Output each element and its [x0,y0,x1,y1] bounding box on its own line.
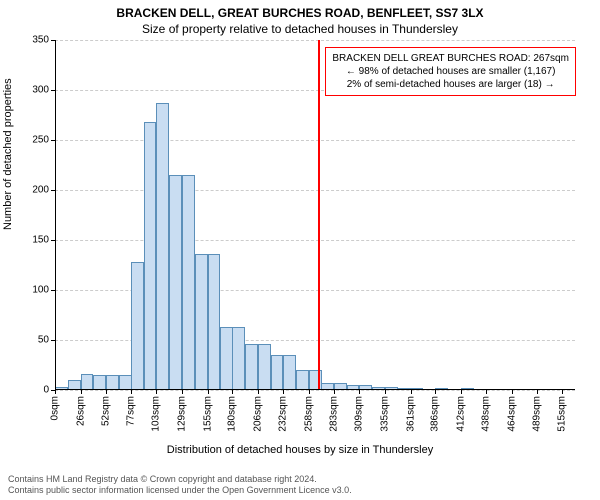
xtick-label: 232sqm [278,396,289,432]
xtick-label: 386sqm [430,396,441,432]
xtick-label: 103sqm [151,396,162,432]
grid-line [55,390,575,391]
x-axis-label: Distribution of detached houses by size … [0,444,600,456]
histogram-bar [93,375,106,390]
footer-line-1: Contains HM Land Registry data © Crown c… [8,474,592,485]
histogram-bar [106,375,119,390]
histogram-bar [296,370,309,390]
xtick-label: 180sqm [227,396,238,432]
annotation-line: ← 98% of detached houses are smaller (1,… [332,65,569,78]
histogram-bar [195,254,208,390]
xtick-label: 361sqm [405,396,416,432]
histogram-bar [81,374,94,390]
xtick-mark [106,390,107,394]
annotation-line: 2% of semi-detached houses are larger (1… [332,78,569,91]
histogram-bar [208,254,221,390]
xtick-mark [232,390,233,394]
annotation-line: BRACKEN DELL GREAT BURCHES ROAD: 267sqm [332,52,569,65]
xtick-label: 489sqm [531,396,542,432]
histogram-bar [144,122,157,390]
xtick-mark [283,390,284,394]
chart-subtitle: Size of property relative to detached ho… [0,22,600,36]
xtick-label: 283sqm [328,396,339,432]
xtick-mark [55,390,56,394]
xtick-mark [461,390,462,394]
ytick-label: 100 [32,285,49,296]
plot-area: 0501001502002503003500sqm26sqm52sqm77sqm… [55,40,575,390]
ytick-label: 50 [38,335,49,346]
xtick-mark [208,390,209,394]
xtick-mark [435,390,436,394]
xtick-mark [359,390,360,394]
ytick-label: 0 [43,385,49,396]
histogram-bar [283,355,296,390]
xtick-mark [182,390,183,394]
ytick-label: 250 [32,135,49,146]
xtick-mark [562,390,563,394]
xtick-label: 77sqm [125,396,136,426]
grid-line [55,190,575,191]
ytick-label: 150 [32,235,49,246]
reference-line [318,40,320,390]
y-axis-line [55,40,56,390]
histogram-bar [169,175,182,390]
xtick-mark [131,390,132,394]
xtick-label: 206sqm [252,396,263,432]
xtick-mark [156,390,157,394]
xtick-label: 335sqm [379,396,390,432]
xtick-label: 309sqm [354,396,365,432]
x-axis-line [55,389,575,390]
histogram-bar [232,327,245,390]
histogram-bar [258,344,271,390]
histogram-bar [271,355,284,390]
xtick-label: 258sqm [304,396,315,432]
histogram-bar [131,262,144,390]
xtick-mark [411,390,412,394]
xtick-mark [334,390,335,394]
xtick-label: 26sqm [75,396,86,426]
chart-title: BRACKEN DELL, GREAT BURCHES ROAD, BENFLE… [0,6,600,20]
footer-attribution: Contains HM Land Registry data © Crown c… [8,474,592,497]
xtick-label: 155sqm [202,396,213,432]
footer-line-2: Contains public sector information licen… [8,485,592,496]
xtick-label: 515sqm [557,396,568,432]
grid-line [55,240,575,241]
xtick-mark [537,390,538,394]
xtick-mark [512,390,513,394]
xtick-mark [385,390,386,394]
y-axis-label: Number of detached properties [2,78,14,230]
xtick-label: 129sqm [177,396,188,432]
histogram-bar [245,344,258,390]
histogram-bar [156,103,169,390]
xtick-label: 52sqm [101,396,112,426]
chart-container: { "title": "BRACKEN DELL, GREAT BURCHES … [0,0,600,500]
ytick-label: 300 [32,85,49,96]
ytick-label: 350 [32,35,49,46]
xtick-label: 0sqm [50,396,61,420]
xtick-mark [258,390,259,394]
xtick-label: 464sqm [506,396,517,432]
xtick-label: 412sqm [455,396,466,432]
grid-line [55,40,575,41]
xtick-mark [486,390,487,394]
grid-line [55,140,575,141]
xtick-mark [309,390,310,394]
xtick-label: 438sqm [481,396,492,432]
annotation-box: BRACKEN DELL GREAT BURCHES ROAD: 267sqm←… [325,47,576,96]
xtick-mark [81,390,82,394]
histogram-bar [182,175,195,390]
ytick-label: 200 [32,185,49,196]
